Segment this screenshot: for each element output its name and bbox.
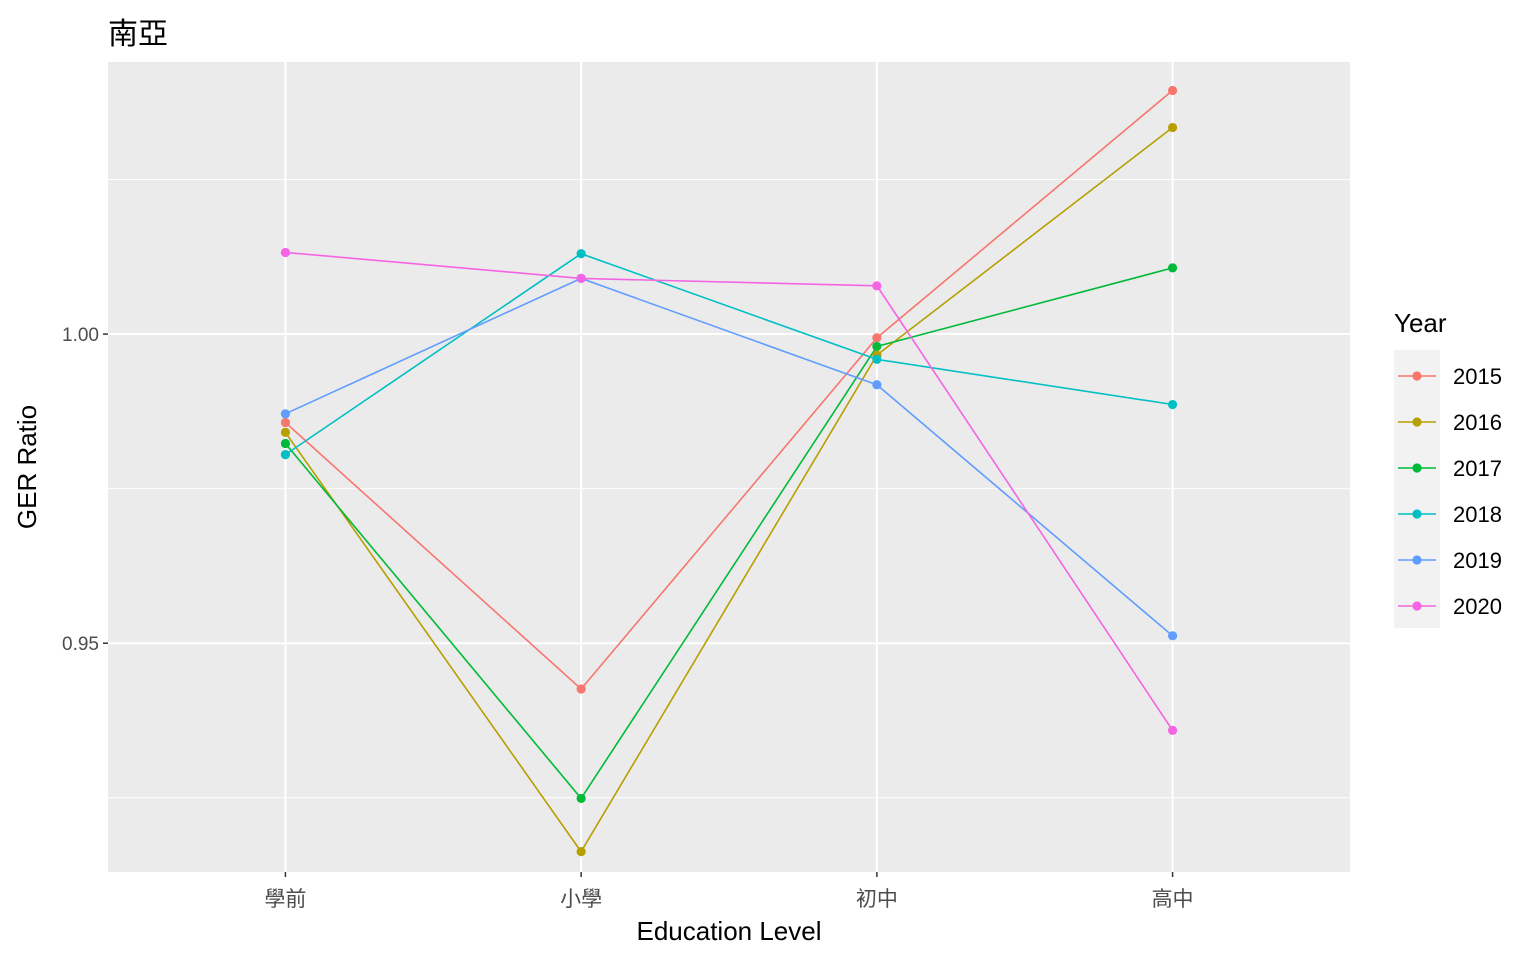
gridlines xyxy=(108,62,1350,872)
legend-label: 2016 xyxy=(1453,410,1502,435)
data-point-2020 xyxy=(576,273,586,284)
x-tick-label: 高中 xyxy=(1152,887,1194,911)
legend-key-point xyxy=(1412,417,1422,427)
data-point-2016 xyxy=(280,427,291,437)
data-point-2017 xyxy=(1167,263,1178,273)
data-point-2017 xyxy=(872,341,882,352)
chart-title: 南亞 xyxy=(108,17,168,52)
data-point-2020 xyxy=(1167,725,1178,736)
legend-key-background xyxy=(1394,350,1440,628)
data-point-2018 xyxy=(872,354,882,365)
data-point-2017 xyxy=(280,438,291,449)
x-tick-label: 小學 xyxy=(560,887,602,911)
data-point-2015 xyxy=(280,417,291,428)
y-tick-label: 0.95 xyxy=(62,634,99,655)
x-tick-label: 初中 xyxy=(856,887,898,911)
y-tick-label: 1.00 xyxy=(62,325,99,346)
data-point-2018 xyxy=(1167,399,1178,410)
data-point-2017 xyxy=(576,793,586,804)
data-point-2019 xyxy=(872,380,882,390)
x-axis-title: Education Level xyxy=(636,916,821,946)
legend-key-point xyxy=(1412,371,1422,381)
legend-label: 2015 xyxy=(1453,364,1502,389)
series-line-2016 xyxy=(284,126,1174,854)
x-tick-label: 學前 xyxy=(264,887,306,911)
y-axis-title: GER Ratio xyxy=(12,405,42,529)
series-line-2019 xyxy=(285,277,1174,637)
data-point-2015 xyxy=(576,684,586,694)
series-points xyxy=(280,85,1178,857)
legend-title: Year xyxy=(1394,308,1447,338)
data-point-2015 xyxy=(872,333,882,343)
data-point-2018 xyxy=(280,450,291,460)
x-axis-ticks: 學前 小學 初中 高中 xyxy=(264,872,1194,911)
legend-key-point xyxy=(1412,463,1422,473)
legend-label: 2019 xyxy=(1453,548,1502,573)
data-point-2019 xyxy=(1167,631,1178,641)
legend-key-point xyxy=(1412,601,1422,611)
data-point-2020 xyxy=(872,281,882,291)
y-axis-ticks: 0.95 1.00 xyxy=(62,325,108,655)
legend-label: 2018 xyxy=(1453,502,1502,527)
series-lines xyxy=(284,89,1174,854)
data-point-2018 xyxy=(576,249,586,259)
legend-key-point xyxy=(1412,555,1422,565)
series-line-2020 xyxy=(285,251,1174,731)
series-line-2015 xyxy=(284,89,1174,691)
data-point-2019 xyxy=(280,409,291,419)
data-point-2016 xyxy=(576,846,586,857)
legend-label: 2017 xyxy=(1453,456,1502,481)
legend-label: 2020 xyxy=(1453,594,1502,619)
series-line-2017 xyxy=(284,267,1173,800)
legend-key-point xyxy=(1412,509,1422,519)
data-point-2020 xyxy=(280,247,291,258)
series-line-2018 xyxy=(284,252,1173,456)
legend: Year 2015 2016 2017 2018 2019 2020 xyxy=(1394,308,1502,628)
plot-panel xyxy=(108,62,1350,872)
data-point-2016 xyxy=(1167,122,1178,133)
data-point-2015 xyxy=(1167,85,1178,96)
